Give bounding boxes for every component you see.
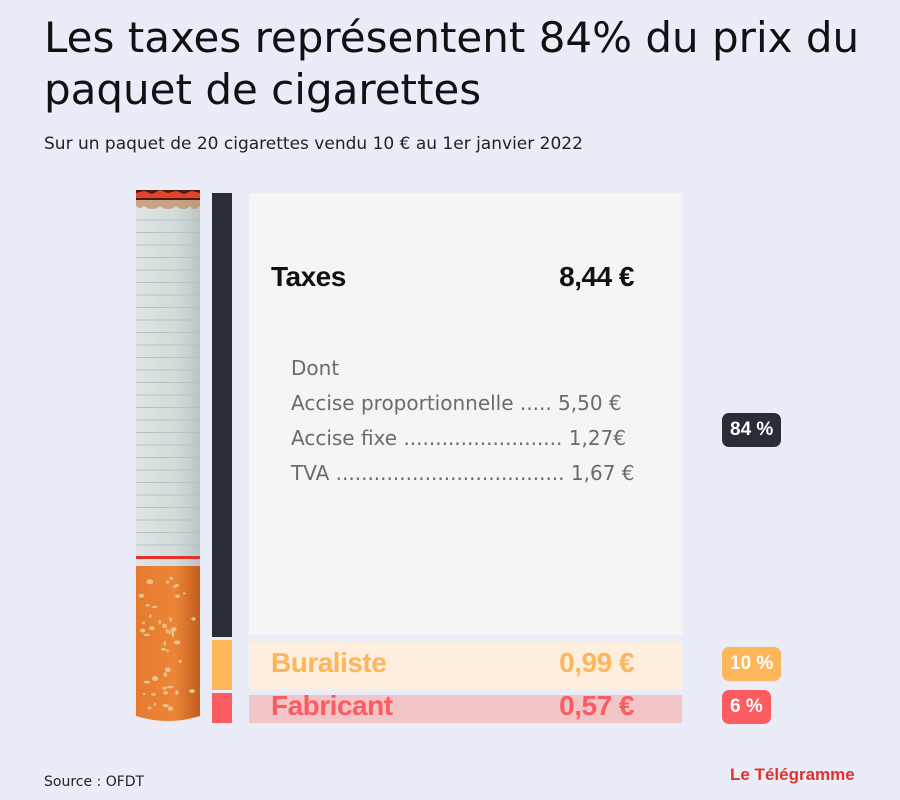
buraliste-amount: 0,99 € bbox=[559, 647, 634, 678]
breakdown-item: TVA ....................................… bbox=[291, 461, 635, 485]
cigarette-illustration bbox=[136, 190, 200, 721]
fabricant-label: Fabricant bbox=[271, 690, 393, 721]
buraliste-label: Buraliste bbox=[271, 647, 387, 678]
taxes-amount: 8,44 € bbox=[559, 261, 634, 292]
fabricant-amount: 0,57 € bbox=[559, 690, 634, 721]
publisher-logo: Le Télégramme bbox=[730, 765, 855, 784]
badge-buraliste-percent: 10 % bbox=[722, 647, 782, 681]
taxes-label: Taxes bbox=[271, 261, 346, 292]
stacked-bar bbox=[212, 193, 232, 723]
breakdown-item: Accise fixe ......................... 1,… bbox=[291, 426, 626, 450]
panel-taxes: Taxes 8,44 € Dont Accise proportionnelle… bbox=[249, 193, 682, 635]
chart-subtitle: Sur un paquet de 20 cigarettes vendu 10 … bbox=[44, 134, 583, 154]
tax-breakdown: Dont Accise proportionnelle ..... 5,50 €… bbox=[291, 351, 635, 491]
badge-fabricant-percent: 6 % bbox=[722, 690, 771, 724]
panel-fabricant: Fabricant 0,57 € bbox=[249, 690, 682, 723]
source-note: Source : OFDT bbox=[44, 774, 145, 790]
breakdown-heading: Dont bbox=[291, 356, 340, 380]
chart-title: Les taxes représentent 84% du prix du pa… bbox=[44, 13, 860, 114]
panel-buraliste: Buraliste 0,99 € bbox=[249, 642, 682, 690]
bar-segment-buraliste bbox=[212, 640, 232, 690]
bar-segment-taxes bbox=[212, 193, 232, 638]
badge-taxes-percent: 84 % bbox=[722, 413, 782, 447]
bar-segment-fabricant bbox=[212, 692, 232, 723]
breakdown-item: Accise proportionnelle ..... 5,50 € bbox=[291, 391, 622, 415]
